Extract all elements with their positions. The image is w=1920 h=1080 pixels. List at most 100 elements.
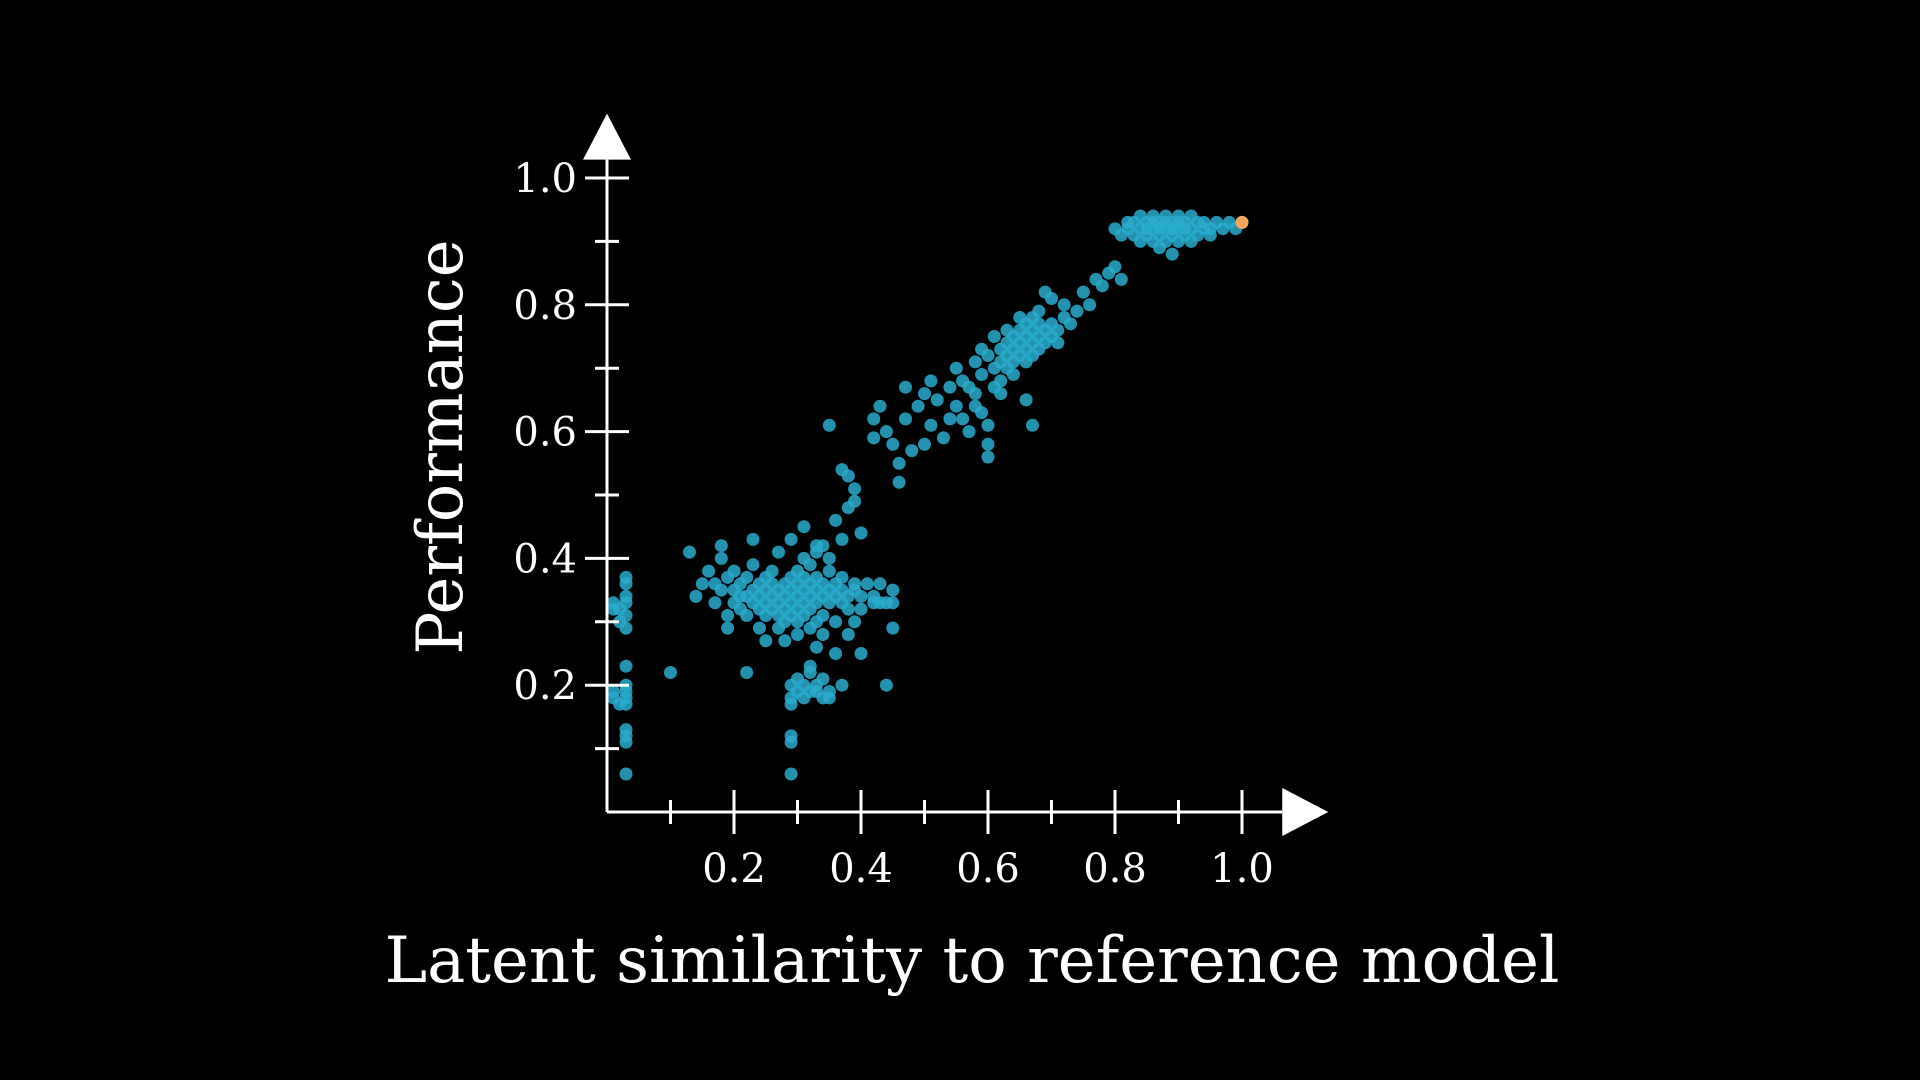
y-tick-label: 0.6 xyxy=(513,410,577,456)
data-point xyxy=(1070,304,1084,318)
data-point xyxy=(816,672,830,686)
data-point xyxy=(841,628,855,641)
data-point xyxy=(714,551,728,565)
data-point xyxy=(1095,279,1109,293)
data-point xyxy=(1045,292,1058,305)
data-point xyxy=(752,621,766,635)
data-point xyxy=(803,659,817,673)
data-point xyxy=(702,564,716,578)
data-point xyxy=(835,678,849,692)
axes: 0.2 0.4 0.6 0.8 1.0 0.2 0.4 0.6 0.8 1.0 xyxy=(513,113,1329,892)
data-point xyxy=(937,431,950,445)
data-point xyxy=(695,577,709,591)
data-point xyxy=(746,532,760,546)
data-point xyxy=(854,647,868,660)
data-point xyxy=(975,406,989,420)
data-point xyxy=(1006,368,1020,381)
data-point xyxy=(822,691,836,705)
data-point xyxy=(619,659,633,673)
data-point xyxy=(1051,323,1065,337)
data-point xyxy=(905,444,919,458)
data-point xyxy=(1032,304,1046,318)
data-point xyxy=(835,532,849,546)
data-point xyxy=(619,767,633,781)
data-point xyxy=(943,380,957,394)
highlight-point xyxy=(1235,215,1249,229)
data-point xyxy=(1083,298,1097,312)
data-point xyxy=(816,539,830,553)
data-point xyxy=(740,609,754,622)
data-point xyxy=(683,545,696,559)
data-point xyxy=(892,475,906,489)
data-point xyxy=(1108,260,1122,274)
data-point xyxy=(873,577,887,591)
data-point xyxy=(1076,285,1090,299)
data-point xyxy=(860,577,874,591)
data-point xyxy=(816,628,830,641)
data-point xyxy=(975,368,989,381)
x-ticks: 0.2 0.4 0.6 0.8 1.0 xyxy=(669,790,1274,892)
data-point xyxy=(619,697,633,711)
data-point xyxy=(987,330,1001,343)
data-point xyxy=(619,577,633,591)
data-point xyxy=(981,418,995,432)
data-point xyxy=(784,697,798,711)
data-point xyxy=(810,640,823,654)
data-point xyxy=(911,399,925,413)
data-point xyxy=(886,621,900,635)
data-point xyxy=(759,634,773,648)
y-axis-arrow xyxy=(583,113,631,160)
data-point xyxy=(886,596,900,610)
data-point xyxy=(949,399,963,413)
data-point xyxy=(727,564,741,578)
data-point xyxy=(924,374,938,388)
data-point xyxy=(918,387,931,401)
data-point xyxy=(968,355,982,369)
data-point xyxy=(930,393,944,407)
data-point xyxy=(714,539,728,553)
data-point xyxy=(721,609,735,622)
x-tick-label: 0.2 xyxy=(702,846,766,892)
data-point xyxy=(867,431,881,445)
data-point xyxy=(968,387,982,401)
data-point xyxy=(797,520,811,534)
data-point xyxy=(873,399,887,413)
data-point xyxy=(708,596,722,610)
y-tick-label: 0.8 xyxy=(513,283,577,329)
data-point xyxy=(854,602,868,616)
data-point xyxy=(829,647,843,660)
data-point xyxy=(981,450,995,464)
data-point xyxy=(1203,228,1217,242)
data-point xyxy=(784,735,798,749)
data-point xyxy=(886,437,900,451)
data-point xyxy=(879,425,893,439)
data-point xyxy=(994,387,1008,401)
data-point xyxy=(664,666,677,679)
data-point xyxy=(1051,336,1065,350)
data-point xyxy=(822,551,836,565)
data-point xyxy=(1165,247,1179,261)
data-point xyxy=(822,564,836,578)
x-axis-title: Latent similarity to reference model xyxy=(385,924,1560,998)
data-point xyxy=(848,482,862,496)
data-point xyxy=(899,412,912,426)
data-point xyxy=(918,437,931,451)
data-point xyxy=(899,380,912,394)
data-point xyxy=(962,425,976,439)
data-point xyxy=(689,589,703,603)
data-point xyxy=(892,456,906,470)
data-point xyxy=(981,437,995,451)
data-point xyxy=(772,545,785,559)
data-point xyxy=(1114,272,1128,286)
data-point xyxy=(841,469,855,483)
data-point xyxy=(1026,418,1039,432)
data-point xyxy=(829,615,843,629)
data-point xyxy=(835,570,849,584)
data-point xyxy=(981,349,995,362)
data-point xyxy=(803,558,817,572)
data-point xyxy=(784,532,798,546)
x-tick-label: 0.8 xyxy=(1083,846,1147,892)
data-point xyxy=(924,418,938,432)
data-point xyxy=(778,634,792,648)
